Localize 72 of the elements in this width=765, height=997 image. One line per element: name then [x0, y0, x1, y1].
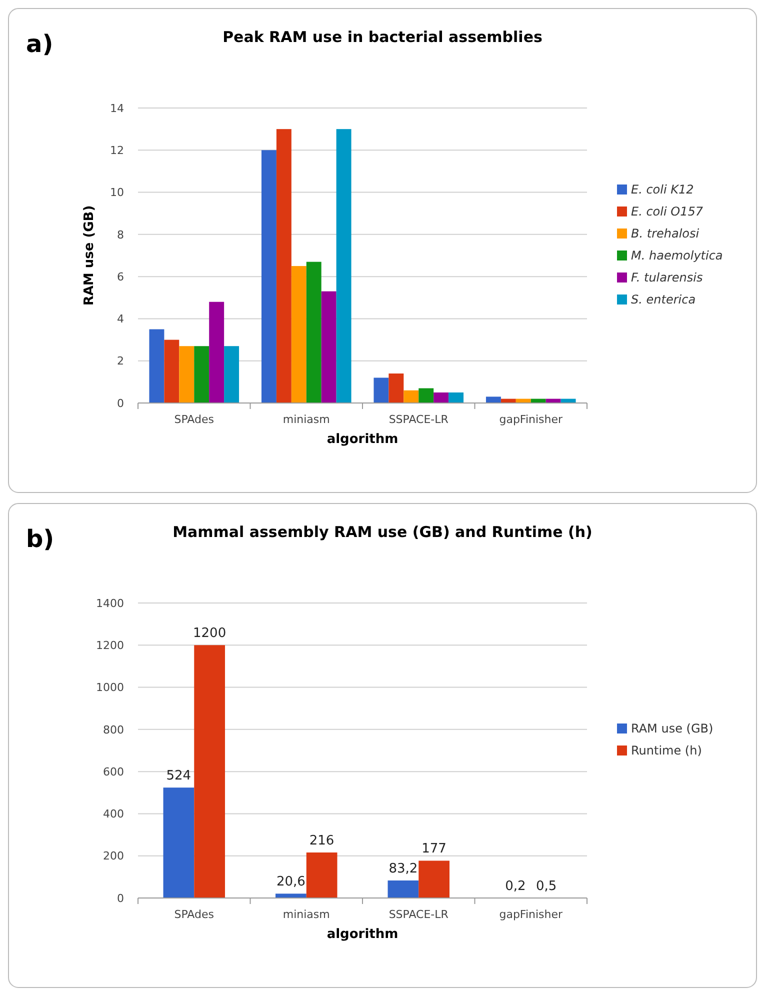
- y-tick-label: 800: [103, 723, 124, 736]
- y-tick-label: 14: [110, 102, 124, 115]
- bar: [276, 129, 292, 403]
- x-tick-label: SPAdes: [174, 413, 214, 426]
- y-tick-label: 4: [117, 312, 124, 326]
- bar: [388, 880, 419, 898]
- legend-label: F. tularensis: [631, 270, 703, 285]
- legend-label: Runtime (h): [631, 744, 702, 758]
- chart-title: Mammal assembly RAM use (GB) and Runtime (h): [172, 523, 592, 541]
- data-label: 216: [309, 833, 334, 848]
- y-tick-label: 200: [103, 850, 124, 863]
- bar: [321, 291, 336, 403]
- data-label: 20,6: [276, 874, 306, 890]
- y-tick-label: 1000: [96, 681, 124, 694]
- data-label: 0,2: [505, 878, 526, 894]
- bar: [149, 329, 164, 403]
- bar: [291, 266, 306, 403]
- text: b): [26, 525, 54, 553]
- y-tick-label: 10: [110, 186, 124, 200]
- legend-label: E. coli O157: [631, 204, 704, 219]
- data-label: 1200: [193, 626, 226, 642]
- bar: [306, 262, 322, 403]
- bar: [404, 390, 419, 403]
- x-tick-label: gapFinisher: [499, 413, 564, 426]
- y-tick-label: 400: [103, 808, 124, 821]
- bar: [276, 894, 306, 898]
- text: a): [26, 30, 54, 58]
- y-tick-label: 0: [117, 396, 124, 410]
- data-label: 83,2: [388, 861, 418, 876]
- legend-label: RAM use (GB): [631, 722, 714, 736]
- y-tick-label: 600: [103, 765, 124, 778]
- bar: [224, 346, 240, 403]
- y-tick-label: 1200: [96, 638, 124, 652]
- x-tick-label: SPAdes: [174, 908, 214, 921]
- y-tick-label: 6: [117, 270, 124, 284]
- y-tick-label: 1400: [96, 596, 124, 610]
- bar: [486, 396, 501, 403]
- bar: [209, 302, 224, 403]
- data-label: 524: [166, 768, 192, 784]
- bar: [164, 340, 180, 403]
- x-axis-title: algorithm: [326, 927, 398, 942]
- bar: [418, 860, 450, 898]
- data-label: 177: [422, 842, 446, 857]
- bar: [194, 346, 210, 403]
- bar: [336, 129, 352, 403]
- chart-title: Peak RAM use in bacterial assemblies: [222, 28, 542, 46]
- bar: [448, 392, 464, 403]
- y-tick-label: 8: [117, 228, 124, 242]
- x-tick-label: miniasm: [282, 908, 330, 921]
- bar: [261, 150, 276, 403]
- bar: [388, 374, 404, 403]
- bar: [179, 346, 194, 403]
- bar: [434, 392, 449, 403]
- legend-label: M. haemolytica: [631, 248, 723, 263]
- legend-label: B. trehalosi: [631, 226, 700, 241]
- bar: [306, 852, 338, 898]
- y-tick-label: 2: [117, 354, 124, 368]
- bar: [374, 378, 389, 403]
- bar: [418, 388, 434, 403]
- x-tick-label: SSPACE-LR: [388, 908, 449, 921]
- x-axis-title: algorithm: [326, 432, 398, 447]
- x-tick-label: gapFinisher: [499, 908, 564, 921]
- y-axis-title: RAM use (GB): [82, 205, 97, 306]
- x-tick-label: miniasm: [282, 413, 330, 426]
- legend-label: E. coli K12: [631, 182, 694, 197]
- data-label: 0,5: [536, 878, 557, 894]
- legend-label: S. enterica: [631, 292, 696, 307]
- y-tick-label: 12: [110, 144, 124, 157]
- bar: [163, 788, 194, 898]
- bar: [194, 645, 225, 898]
- x-tick-label: SSPACE-LR: [388, 413, 449, 426]
- y-tick-label: 0: [117, 892, 124, 905]
